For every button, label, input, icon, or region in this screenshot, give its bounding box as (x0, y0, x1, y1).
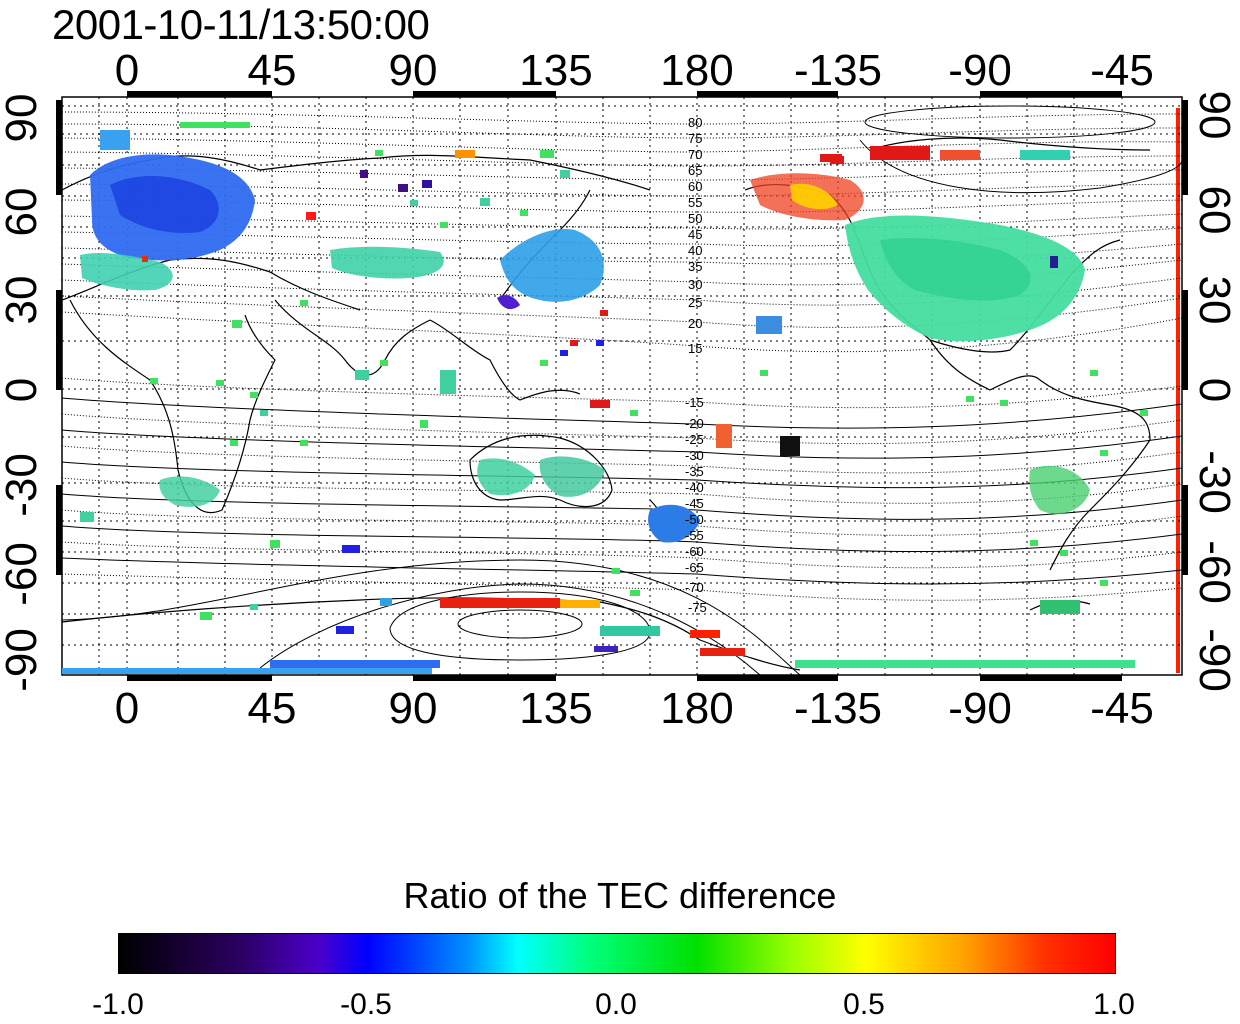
contour-label: 80 (688, 115, 702, 130)
contour-label: -65 (685, 560, 704, 575)
contour-label: 65 (688, 163, 702, 178)
contour-label: -40 (685, 480, 704, 495)
lon-tick-top: 0 (114, 46, 140, 95)
contour-label: 20 (688, 316, 702, 331)
lon-tick-bottom: -135 (793, 684, 883, 733)
contour-label: -60 (685, 544, 704, 559)
contour-label: 60 (688, 179, 702, 194)
contour-label: 45 (688, 227, 702, 242)
contour-label: -20 (685, 416, 704, 431)
lon-tick-top: 180 (660, 46, 734, 95)
lon-tick-bottom: 0 (114, 684, 140, 733)
contour-label: -15 (685, 395, 704, 410)
lon-tick-bottom: 135 (519, 684, 593, 733)
colorbar-tick-label: 0.0 (595, 988, 637, 1021)
lon-tick-top: -90 (948, 46, 1012, 95)
contour-label: 30 (688, 277, 702, 292)
colorbar-tick-label: -1.0 (92, 988, 144, 1021)
contour-label: 75 (688, 131, 702, 146)
lon-tick-bottom: -90 (948, 684, 1012, 733)
contour-label: 55 (688, 195, 702, 210)
colorbar-tick-label: 0.5 (843, 988, 885, 1021)
contour-label: -45 (685, 496, 704, 511)
magnetic-latitude-contours (61, 111, 1183, 353)
colorbar-tick-label: 1.0 (1093, 988, 1135, 1021)
contour-label: -30 (685, 448, 704, 463)
lon-tick-bottom: 45 (247, 684, 297, 733)
contour-label: -75 (688, 600, 707, 615)
graticule (62, 97, 1182, 675)
contour-label: 70 (688, 147, 702, 162)
contour-label: -50 (685, 512, 704, 527)
tec-data-patches (62, 122, 1135, 674)
lon-tick-bottom: -45 (1090, 684, 1154, 733)
contour-labels: 80 75 70 65 60 55 50 45 40 35 30 25 20 1… (685, 115, 707, 615)
lon-tick-bottom: 90 (388, 684, 438, 733)
contour-label: -55 (685, 528, 704, 543)
colorbar-tick-label: -0.5 (340, 988, 392, 1021)
contour-label: -70 (685, 580, 704, 595)
tec-scatter-pixels (80, 150, 1148, 620)
tec-map: 80 75 70 65 60 55 50 45 40 35 30 25 20 1… (56, 91, 1188, 681)
contour-label: 50 (688, 211, 702, 226)
magnetic-latitude-contours-south (61, 105, 1183, 676)
contour-label: 40 (688, 243, 702, 258)
lon-tick-top: -45 (1090, 46, 1154, 95)
map-timestamp-title: 2001-10-11/13:50:00 (52, 1, 430, 48)
lon-tick-top: 135 (519, 46, 593, 95)
contour-label: -25 (685, 432, 704, 447)
contour-label: 25 (688, 295, 702, 310)
contour-label: 35 (688, 259, 702, 274)
contour-label: -35 (685, 464, 704, 479)
colorbar-title: Ratio of the TEC difference (403, 875, 837, 916)
lon-tick-bottom: 180 (660, 684, 734, 733)
contour-label: 15 (688, 341, 702, 356)
colorbar-gradient (118, 933, 1116, 974)
lon-tick-top: -135 (793, 46, 883, 95)
lon-tick-top: 45 (247, 46, 297, 95)
lon-tick-top: 90 (388, 46, 438, 95)
